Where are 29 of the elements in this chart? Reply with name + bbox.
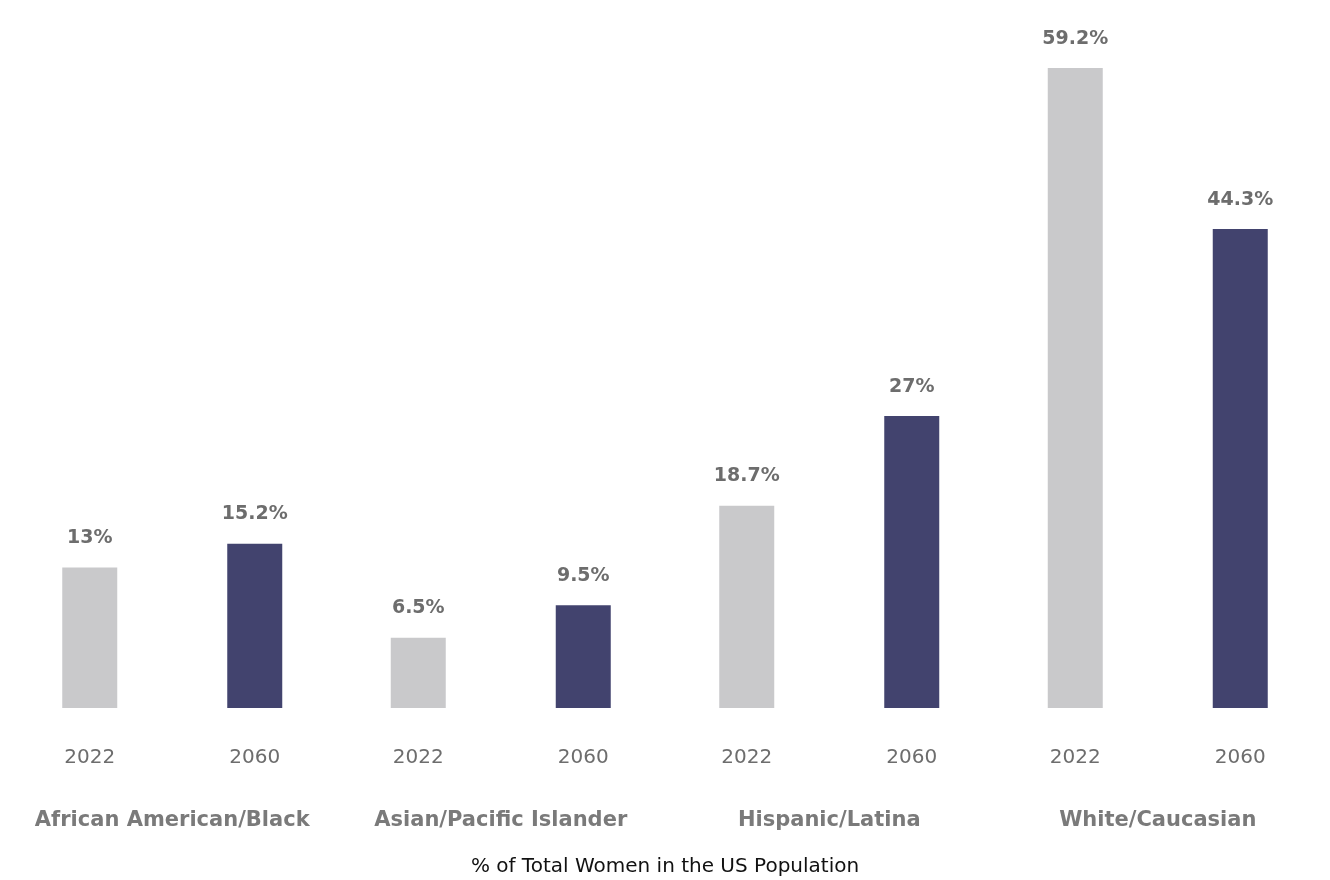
bar bbox=[555, 605, 611, 708]
text: 2060 bbox=[886, 744, 938, 768]
data-label: 27% bbox=[889, 373, 935, 396]
x-tick-label: Asian/Pacific Islander bbox=[374, 806, 628, 831]
data-label: 44.3% bbox=[1207, 186, 1274, 209]
x-tick-label: White/Caucasian bbox=[1059, 806, 1257, 831]
bar bbox=[1212, 229, 1268, 708]
series-label: 2060 bbox=[229, 744, 281, 768]
bar bbox=[227, 543, 283, 708]
bar bbox=[719, 505, 775, 708]
bar bbox=[390, 637, 446, 708]
series-label: 2022 bbox=[64, 744, 116, 768]
x-tick-label: African American/Black bbox=[34, 806, 311, 831]
data-label: 9.5% bbox=[556, 562, 610, 585]
text: 2060 bbox=[557, 744, 609, 768]
bar bbox=[62, 567, 118, 708]
data-label: 18.7% bbox=[713, 463, 780, 486]
data-label: 59.2% bbox=[1042, 25, 1109, 48]
bar bbox=[884, 416, 940, 708]
data-label: 15.2% bbox=[221, 501, 288, 524]
x-axis-title: % of Total Women in the US Population bbox=[470, 853, 860, 877]
text: 2060 bbox=[1214, 744, 1266, 768]
data-label: 13% bbox=[67, 524, 113, 547]
x-tick-label: Hispanic/Latina bbox=[737, 806, 921, 831]
bar bbox=[1047, 68, 1103, 708]
data-label: 6.5% bbox=[391, 595, 445, 618]
text: 2022 bbox=[1049, 744, 1101, 768]
text: 2022 bbox=[721, 744, 773, 768]
text: 2022 bbox=[392, 744, 444, 768]
